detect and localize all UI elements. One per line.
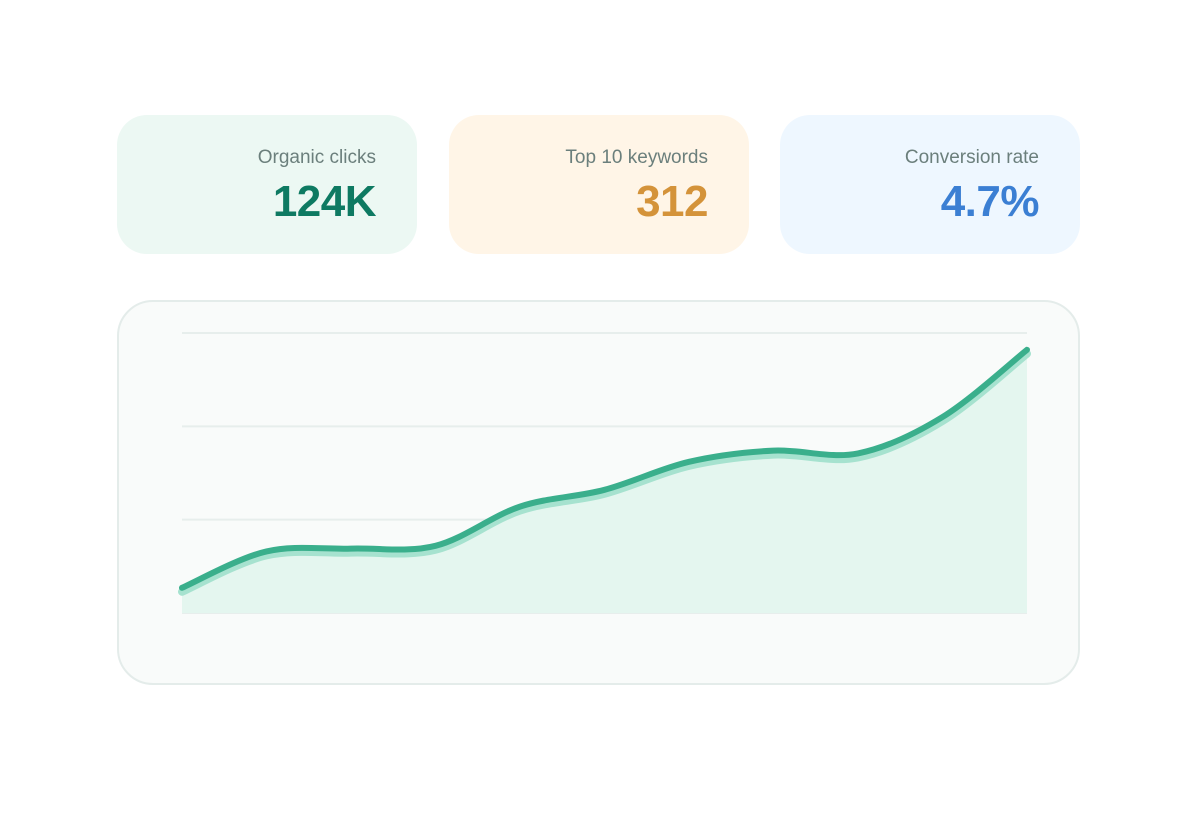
stat-label: Organic clicks: [257, 147, 376, 168]
stat-card-conversion-rate: Conversion rate 4.7%: [780, 115, 1080, 254]
stat-card-top-keywords: Top 10 keywords 312: [449, 115, 749, 254]
area-fill: [182, 349, 1027, 613]
stat-value: 312: [636, 177, 708, 226]
stat-value: 4.7%: [940, 177, 1040, 226]
stat-label: Top 10 keywords: [565, 147, 708, 168]
stat-card-organic-clicks: Organic clicks 124K: [117, 115, 417, 254]
series-line: [179, 346, 1030, 591]
series-line-shadow: [178, 349, 1031, 596]
area-chart: [178, 332, 1031, 614]
stat-label: Conversion rate: [904, 147, 1039, 168]
chart-card: [117, 300, 1080, 685]
stat-value: 124K: [272, 177, 377, 226]
